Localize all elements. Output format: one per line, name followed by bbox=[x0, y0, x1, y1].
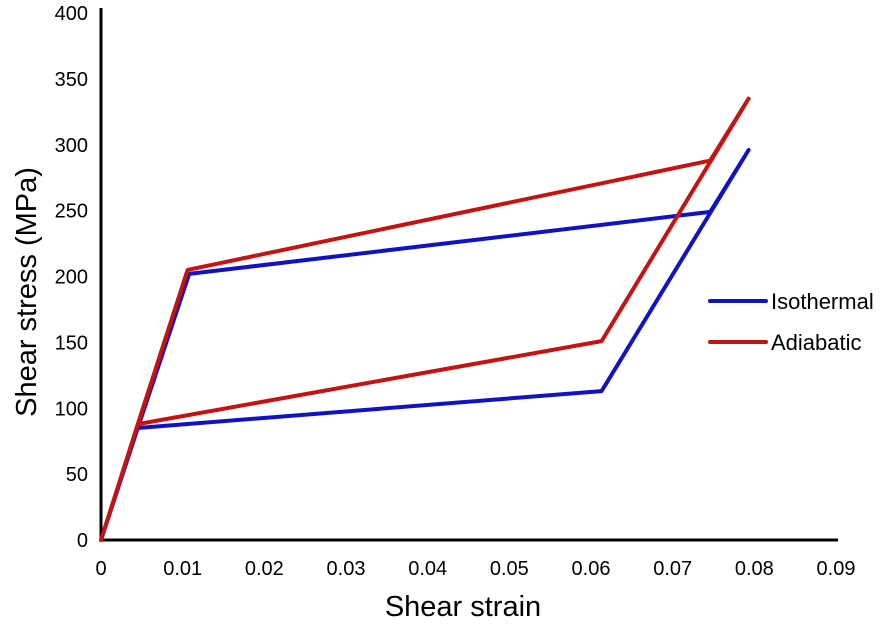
y-tick-label: 300 bbox=[55, 135, 88, 157]
x-tick-label: 0.06 bbox=[572, 558, 611, 580]
x-tick-label: 0.02 bbox=[245, 558, 284, 580]
x-tick-label: 0.04 bbox=[408, 558, 447, 580]
y-axis-title: Shear stress (MPa) bbox=[11, 167, 43, 417]
series-line-isothermal bbox=[99, 148, 751, 542]
y-tick-label: 200 bbox=[55, 267, 88, 289]
series-line-adiabatic bbox=[99, 96, 751, 542]
x-tick-label: 0.05 bbox=[490, 558, 529, 580]
x-tick-label: 0 bbox=[95, 558, 106, 580]
y-tick-label: 350 bbox=[55, 69, 88, 91]
y-tick-label: 400 bbox=[55, 3, 88, 25]
x-tick-label: 0.08 bbox=[735, 558, 774, 580]
y-tick-label: 250 bbox=[55, 201, 88, 223]
legend-label-adiabatic: Adiabatic bbox=[771, 330, 862, 355]
y-tick-label: 150 bbox=[55, 332, 88, 354]
x-axis-title: Shear strain bbox=[385, 591, 541, 623]
x-tick-label: 0.07 bbox=[653, 558, 692, 580]
x-tick-label: 0.03 bbox=[327, 558, 366, 580]
x-tick-label: 0.01 bbox=[163, 558, 202, 580]
legend-label-isothermal: Isothermal bbox=[771, 289, 874, 314]
y-tick-label: 50 bbox=[66, 464, 88, 486]
y-tick-label: 0 bbox=[77, 530, 88, 552]
x-tick-label: 0.09 bbox=[817, 558, 856, 580]
y-tick-label: 100 bbox=[55, 398, 88, 420]
